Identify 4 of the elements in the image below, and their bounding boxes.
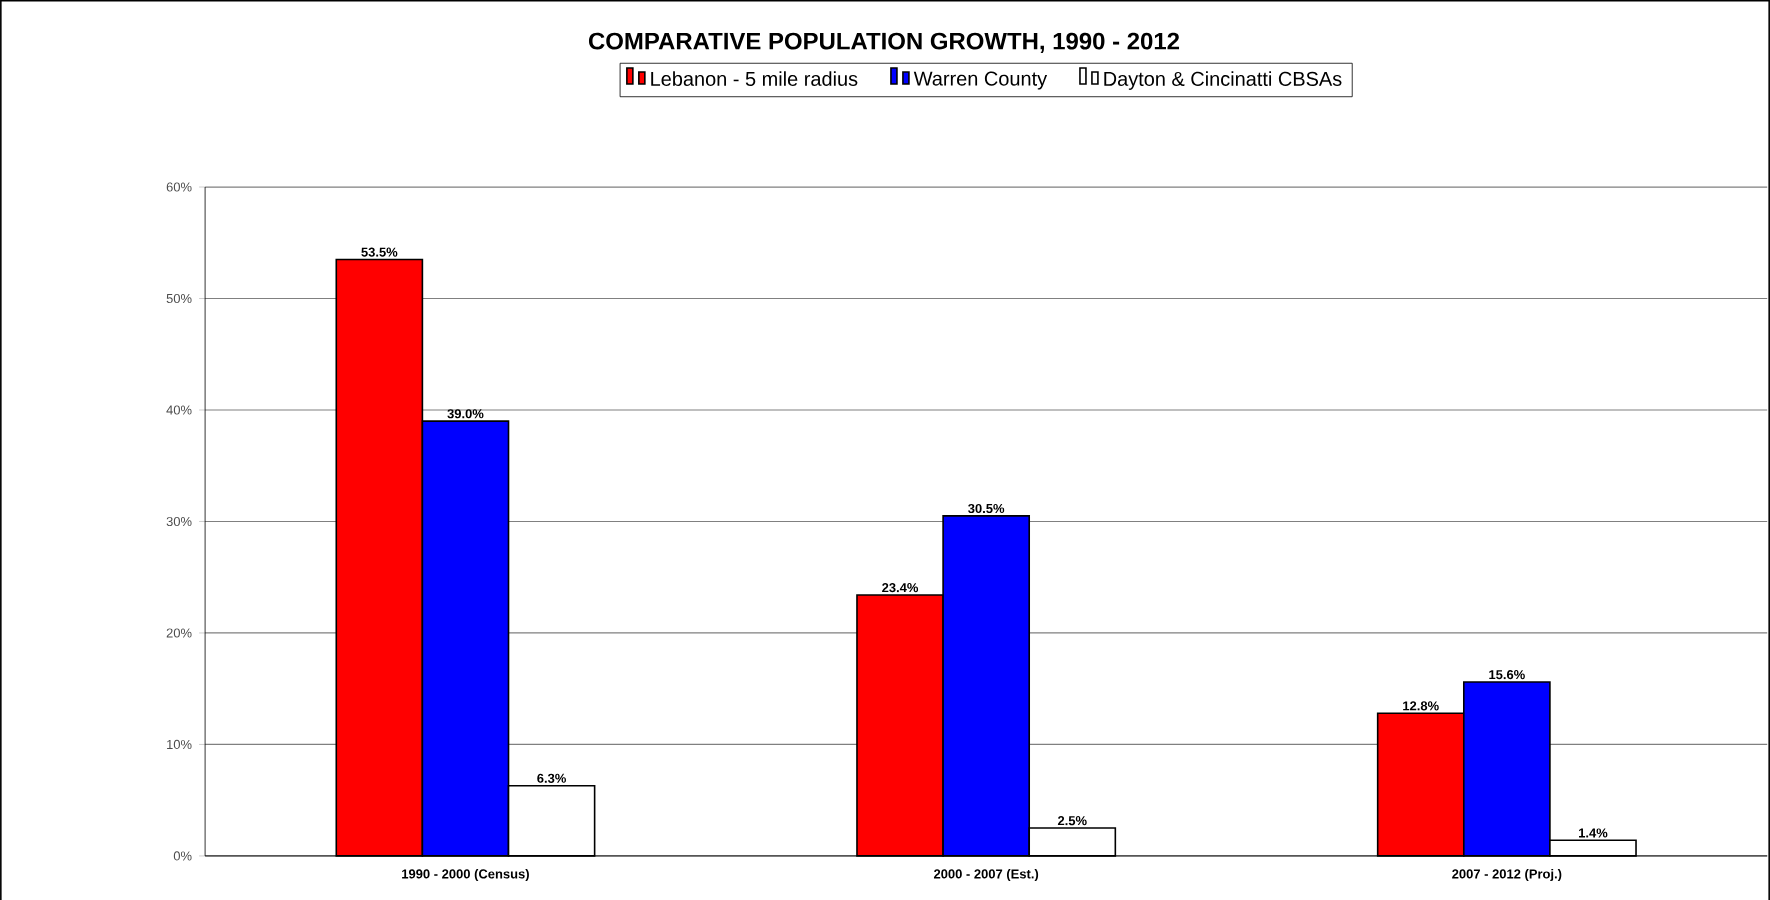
legend-label: Lebanon - 5 mile radius: [651, 70, 858, 86]
legend-label: Warren County: [913, 71, 1048, 90]
chart-title: COMPARATIVE POPULATION GROWTH, 1990 - 2012: [588, 32, 1180, 53]
legend-label: Dayton & Cincinatti CBSAs: [1104, 70, 1342, 90]
